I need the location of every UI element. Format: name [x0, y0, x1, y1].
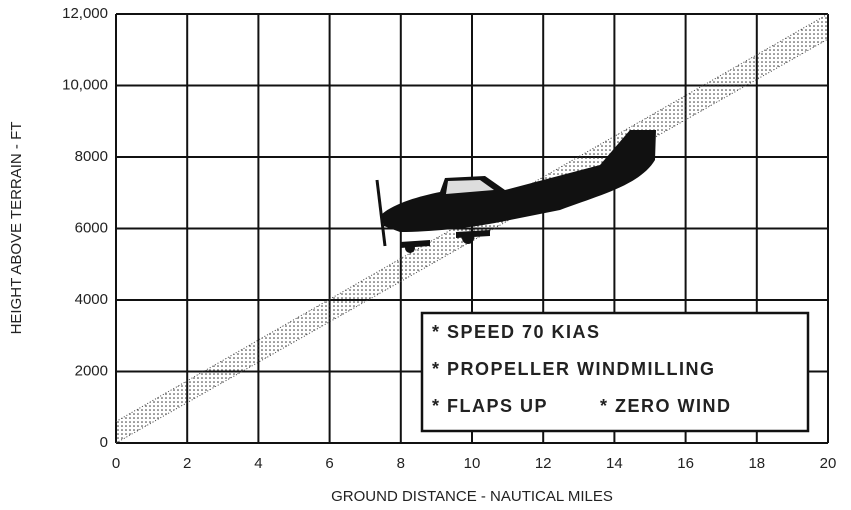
x-tick-label: 8: [397, 455, 405, 472]
x-axis-label: GROUND DISTANCE - NAUTICAL MILES: [331, 488, 613, 505]
x-tick-label: 2: [183, 455, 191, 472]
notes-box: * SPEED 70 KIAS * PROPELLER WINDMILLING …: [422, 313, 808, 431]
x-tick-label: 6: [325, 455, 333, 472]
note: * ZERO WIND: [600, 396, 732, 416]
y-axis-label: HEIGHT ABOVE TERRAIN - FT: [8, 122, 25, 335]
y-tick-label: 8000: [75, 148, 108, 165]
y-tick-label: 10,000: [62, 76, 108, 93]
x-tick-label: 0: [112, 455, 120, 472]
note: * SPEED 70 KIAS: [432, 322, 601, 342]
note: * FLAPS UP: [432, 396, 548, 416]
y-tick-label: 2000: [75, 362, 108, 379]
x-tick-label: 16: [677, 455, 694, 472]
note: * PROPELLER WINDMILLING: [432, 359, 716, 379]
x-tick-label: 14: [606, 455, 623, 472]
y-tick-label: 6000: [75, 219, 108, 236]
x-tick-label: 10: [464, 455, 481, 472]
x-tick-label: 18: [748, 455, 765, 472]
y-tick-label: 4000: [75, 291, 108, 308]
x-tick-label: 20: [820, 455, 837, 472]
x-tick-label: 12: [535, 455, 552, 472]
y-tick-label: 0: [100, 434, 108, 451]
chart: HEIGHT ABOVE TERRAIN - FT GROUND DISTANC…: [0, 0, 851, 510]
x-tick-label: 4: [254, 455, 262, 472]
y-tick-label: 12,000: [62, 5, 108, 22]
